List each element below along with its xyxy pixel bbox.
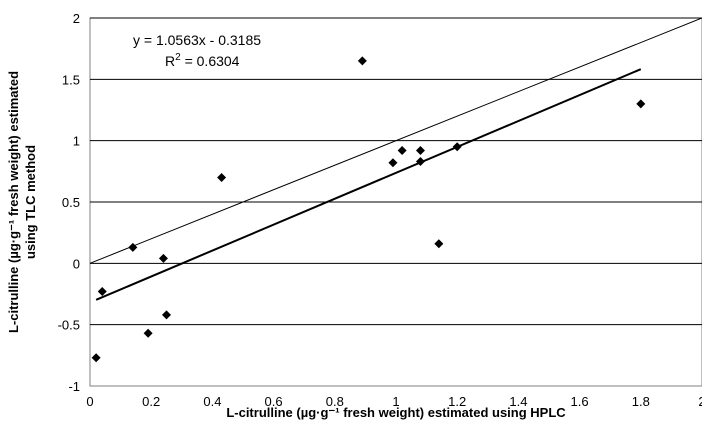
x-tick-label: 1.6	[571, 394, 589, 409]
y-tick-labels: -1 -0.5 0 0.5 1 1.5 2	[58, 11, 80, 394]
data-point	[415, 157, 425, 167]
regression-line	[95, 68, 642, 301]
x-tick-label: 1	[392, 394, 399, 409]
y-tick-label: -1	[68, 379, 80, 394]
y-tick-label: -0.5	[58, 318, 80, 333]
x-tick-label: 0.4	[203, 394, 221, 409]
identity-line	[89, 17, 702, 264]
y-tick-label: 0	[73, 256, 80, 271]
data-point	[388, 158, 398, 168]
x-tick-label: 0.2	[142, 394, 160, 409]
x-tick-label: 0.6	[265, 394, 283, 409]
data-point	[162, 310, 171, 320]
data-point	[434, 239, 444, 249]
y-tick-label: 2	[73, 11, 80, 26]
y-tick-label: 1.5	[62, 72, 80, 87]
data-point	[636, 99, 646, 109]
data-point	[158, 253, 168, 263]
data-point	[143, 328, 153, 338]
x-tick-label: 2	[698, 394, 702, 409]
x-tick-label: 1.8	[632, 394, 650, 409]
gridlines	[90, 17, 702, 326]
x-tick-labels: 0 0.2 0.4 0.6 0.8 1 1.2 1.4 1.6 1.8 2	[86, 394, 702, 409]
x-tick-label: 1.4	[509, 394, 527, 409]
data-point	[91, 353, 101, 363]
data-point	[128, 242, 138, 252]
data-point	[452, 142, 462, 152]
fit-lines	[89, 17, 702, 301]
regression-equation: y = 1.0563x - 0.3185	[133, 32, 261, 48]
data-point	[415, 145, 425, 155]
y-tick-label: 1	[73, 134, 80, 149]
data-point	[397, 145, 407, 155]
y-axis-title-line1: L-citrulline (µg·g⁻¹ fresh weight) estim…	[6, 71, 21, 333]
x-axis-title: L-citrulline (µg·g⁻¹ fresh weight) estim…	[226, 405, 566, 420]
data-point	[97, 287, 107, 297]
r-squared-label: R2 = 0.6304	[165, 52, 240, 69]
data-point	[217, 172, 227, 182]
data-points	[91, 56, 646, 363]
x-tick-label: 0	[86, 394, 93, 409]
data-point	[357, 56, 367, 66]
y-axis-title-line2: using TLC method	[23, 145, 38, 259]
x-tick-label: 1.2	[448, 394, 466, 409]
y-tick-label: 0.5	[62, 195, 80, 210]
x-tick-label: 0.8	[326, 394, 344, 409]
